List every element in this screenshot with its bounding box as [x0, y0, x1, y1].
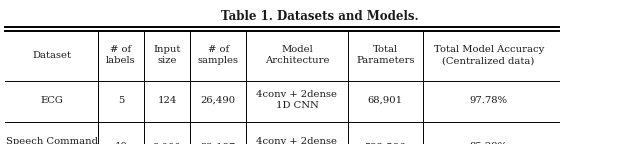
Text: ECG: ECG: [40, 96, 63, 105]
Text: 97.78%: 97.78%: [470, 96, 508, 105]
Text: 5: 5: [118, 96, 124, 105]
Text: Total Model Accuracy
(Centralized data): Total Model Accuracy (Centralized data): [433, 45, 544, 66]
Text: Input
size: Input size: [154, 45, 180, 66]
Text: Dataset: Dataset: [32, 51, 71, 60]
Text: 85.29%: 85.29%: [470, 142, 508, 144]
Text: Table 1. Datasets and Models.: Table 1. Datasets and Models.: [221, 10, 419, 23]
Text: # of
labels: # of labels: [106, 45, 136, 66]
Text: 26,490: 26,490: [201, 96, 236, 105]
Text: Speech Command
(SC): Speech Command (SC): [6, 137, 97, 144]
Text: 32,187: 32,187: [200, 142, 236, 144]
Text: Model
Architecture: Model Architecture: [265, 45, 329, 66]
Text: 124: 124: [157, 96, 177, 105]
Text: Total
Parameters: Total Parameters: [356, 45, 415, 66]
Text: 68,901: 68,901: [368, 96, 403, 105]
Text: 522,586: 522,586: [365, 142, 406, 144]
Text: 8,000: 8,000: [153, 142, 181, 144]
Text: 4conv + 2dense
1D CNN: 4conv + 2dense 1D CNN: [257, 137, 337, 144]
Text: # of
samples: # of samples: [198, 45, 239, 66]
Text: 4conv + 2dense
1D CNN: 4conv + 2dense 1D CNN: [257, 90, 337, 110]
Text: 10: 10: [115, 142, 127, 144]
